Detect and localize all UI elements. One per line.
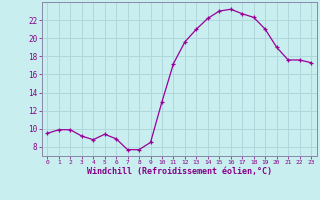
X-axis label: Windchill (Refroidissement éolien,°C): Windchill (Refroidissement éolien,°C) — [87, 167, 272, 176]
